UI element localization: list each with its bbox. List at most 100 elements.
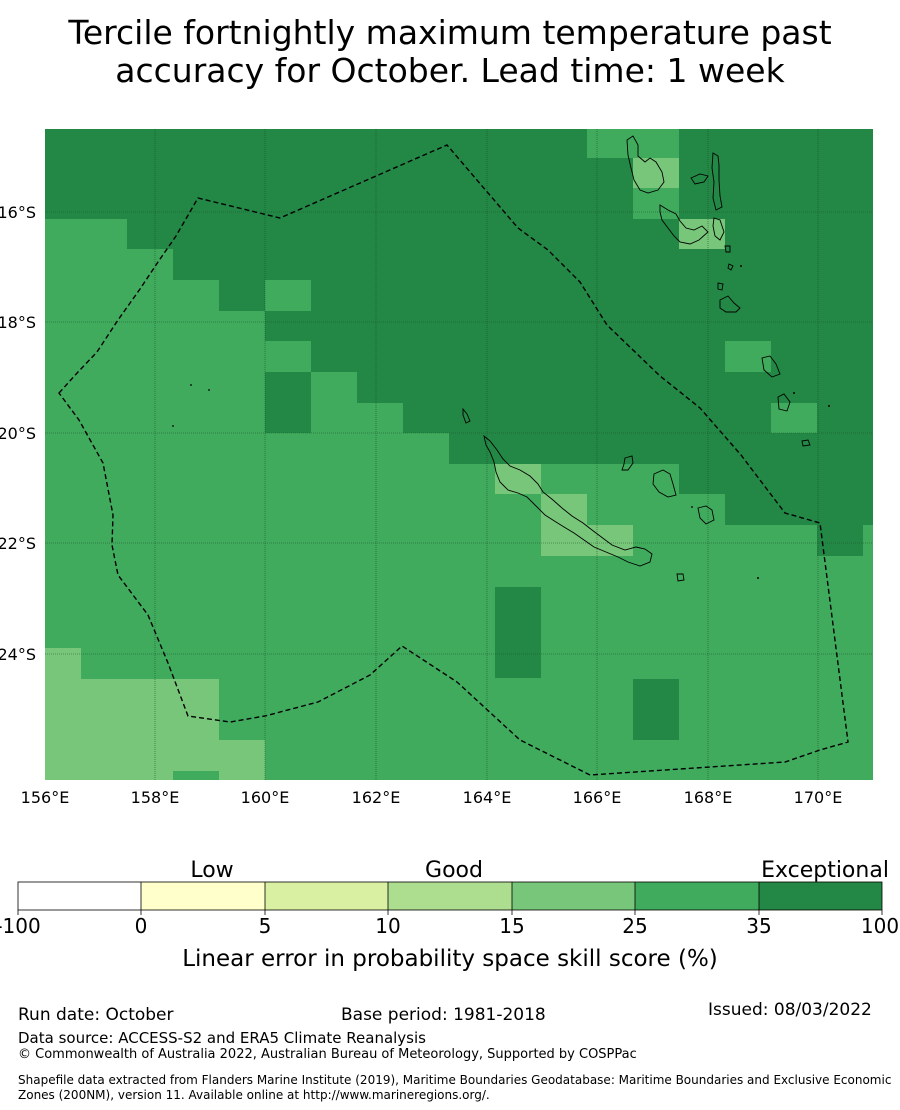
vanuatu-island [777,393,791,412]
chart-title: Tercile fortnightly maximum temperature … [0,14,900,90]
grid-cell-exceptional [633,679,679,740]
grid-region-exceptional [45,129,873,556]
vanuatu-island [626,135,665,194]
islet [793,392,795,394]
data-source: Data source: ACCESS-S2 and ERA5 Climate … [18,1029,426,1047]
lat-label: 16°S [0,203,36,222]
lon-label: 168°E [684,788,733,807]
title-line-1: Tercile fortnightly maximum temperature … [68,13,832,52]
run-date: Run date: October [18,1005,174,1025]
grid-cell-25-35 [311,372,357,433]
grid-cell-25-35 [265,280,311,311]
grid-cell-15-25 [541,494,587,556]
loyalty-island [621,455,634,471]
lat-label: 18°S [0,313,36,332]
lon-label: 166°E [573,788,622,807]
grid-cell-exceptional [495,587,541,678]
new-caledonia-island [483,434,653,567]
colorbar-tick: 0 [135,914,148,938]
title-line-2: accuracy for October. Lead time: 1 week [115,51,785,90]
colorbar-tick: 100 [861,914,899,938]
colorbar: Low Good Exceptional -100 0 5 [0,858,899,972]
skill-grid [45,129,873,780]
island [801,439,811,447]
colorbar-segment [388,882,512,910]
colorbar-outline [17,881,883,911]
colorbar-label: Linear error in probability space skill … [182,946,718,972]
loyalty-island [697,505,715,525]
grid-cell-25-35 [265,341,311,372]
colorbar-segment [635,882,759,910]
grid-cell-25-35 [771,403,817,433]
lat-labels: 16°S 18°S 20°S 22°S 24°S [0,203,36,664]
lon-labels: 156°E 158°E 160°E 162°E 164°E 166°E 168°… [21,788,843,807]
loyalty-island [652,469,677,498]
islet [190,384,192,386]
grid-cell-25-35 [725,341,771,372]
islet [828,405,830,407]
grid-cell-15-25 [587,525,633,556]
colorbar-tick: 25 [622,914,647,938]
island [727,263,734,271]
colorbar-segment [18,882,141,910]
grid-cell-25-35 [173,771,219,780]
colorbar-tick: -100 [0,914,41,938]
colorbar-tick: 10 [375,914,400,938]
vanuatu-island [719,295,741,313]
coastlines [462,135,811,582]
vanuatu-island [711,152,723,211]
eez-boundary [58,144,849,776]
colorbar-segment [759,882,882,910]
grid-cell-exceptional [265,372,311,433]
small-islets [172,265,830,579]
lat-label: 20°S [0,424,36,443]
grid-cell-15-25 [495,464,541,494]
vanuatu-island [761,355,781,378]
vanuatu-island [712,217,725,241]
colorbar-category-low: Low [190,858,233,883]
island [724,245,731,253]
grid-cell-25-35 [633,188,679,219]
grid-cell-15-25 [633,158,679,188]
lon-label: 160°E [241,788,290,807]
grid-cell-15-25 [219,740,265,780]
copyright: © Commonwealth of Australia 2022, Austra… [18,1047,637,1062]
colorbar-category-good: Good [425,858,483,883]
grid-cell-15-25 [81,679,219,780]
islet [740,265,742,267]
lat-label: 22°S [0,534,36,553]
colorbar-segment [141,882,265,910]
colorbar-tick: 15 [499,914,524,938]
grid-cell-15-25 [679,219,725,249]
island [676,573,685,582]
islet [757,577,759,579]
issued-date: Issued: 08/03/2022 [708,1000,872,1020]
grid-cell-15-25 [45,648,81,780]
islet [208,389,210,391]
lat-label: 24°S [0,645,36,664]
grid-cell-25-35 [587,129,679,158]
graticule [45,129,873,780]
vanuatu-island [690,173,709,185]
colorbar-segment [512,882,635,910]
lon-label: 156°E [21,788,70,807]
base-period: Base period: 1981-2018 [341,1005,546,1025]
lon-label: 158°E [131,788,180,807]
shapefile-credit-line-2: Zones (200NM), version 11. Available onl… [18,1088,490,1102]
vanuatu-island [659,204,709,245]
colorbar-segment [265,882,388,910]
colorbar-tick: 5 [259,914,272,938]
lon-label: 162°E [352,788,401,807]
shapefile-credit-line-1: Shapefile data extracted from Flanders M… [18,1073,892,1087]
islet [691,506,693,508]
island [462,407,471,424]
islet [172,425,174,427]
grid-cell-25-35 [357,403,403,433]
lon-label: 164°E [463,788,512,807]
grid-cell-25-35 [541,464,679,494]
lon-label: 170°E [794,788,843,807]
colorbar-category-exceptional: Exceptional [761,858,889,883]
island [717,282,724,291]
colorbar-tick: 35 [746,914,771,938]
